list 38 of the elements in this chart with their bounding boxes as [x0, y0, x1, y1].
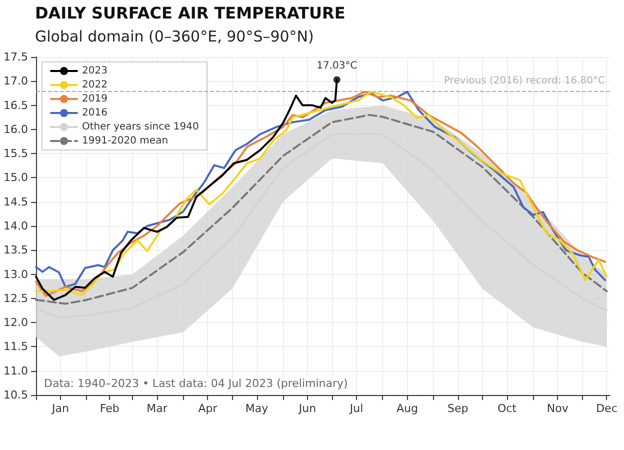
y-tick-label: 16.5	[4, 98, 28, 112]
y-tick-label: 17.5	[4, 50, 28, 64]
y-tick-label: 13.5	[4, 244, 28, 257]
x-tick-label: Jul	[348, 402, 364, 415]
legend-label: 2023	[82, 66, 108, 76]
annotation: 17.03°C	[316, 60, 358, 72]
y-tick-label: 15.0	[4, 171, 28, 184]
x-tick-label: Aug	[396, 402, 418, 415]
x-tick-label: Oct	[497, 402, 518, 415]
y-tick-label: 11.5	[4, 340, 28, 354]
chart-title: DAILY SURFACE AIR TEMPERATURE	[35, 4, 346, 22]
legend-label: 1991-2020 mean	[82, 136, 168, 146]
x-tick-label: Dec	[596, 402, 618, 415]
chart-subtitle: Global domain (0–360°E, 90°S–90°N)	[35, 28, 314, 46]
x-tick-label: Apr	[198, 402, 218, 415]
y-tick-label: 17.0	[4, 74, 28, 88]
x-tick-label: Mar	[146, 402, 168, 415]
legend-label: 2016	[82, 108, 108, 118]
x-tick-label: Feb	[100, 402, 120, 415]
y-tick-label: 11.0	[4, 364, 28, 378]
x-tick-label: Nov	[546, 402, 569, 415]
ref-line-label: Previous (2016) record: 16.80°C	[444, 75, 606, 86]
y-tick-label: 12.5	[4, 292, 28, 305]
x-tick-label: Jan	[51, 402, 70, 415]
y-tick-label: 14.5	[4, 195, 28, 208]
legend-label: 2022	[82, 80, 108, 90]
legend-label: 2019	[82, 94, 108, 104]
annotation: Data: 1940–2023 • Last data: 04 Jul 2023 (preliminary)	[44, 377, 348, 390]
y-tick-label: 14.0	[4, 220, 28, 232]
legend-label: Other years since 1940	[82, 122, 199, 132]
y-tick-label: 12.0	[4, 316, 28, 330]
y-tick-label: 13.0	[4, 268, 28, 281]
x-tick-label: Sep	[448, 402, 468, 415]
y-tick-label: 16.0	[4, 122, 28, 136]
x-tick-label: Jun	[298, 402, 316, 415]
y-tick-label: 15.5	[4, 147, 28, 160]
y-tick-label: 10.5	[4, 388, 28, 402]
x-tick-label: May	[245, 402, 269, 415]
